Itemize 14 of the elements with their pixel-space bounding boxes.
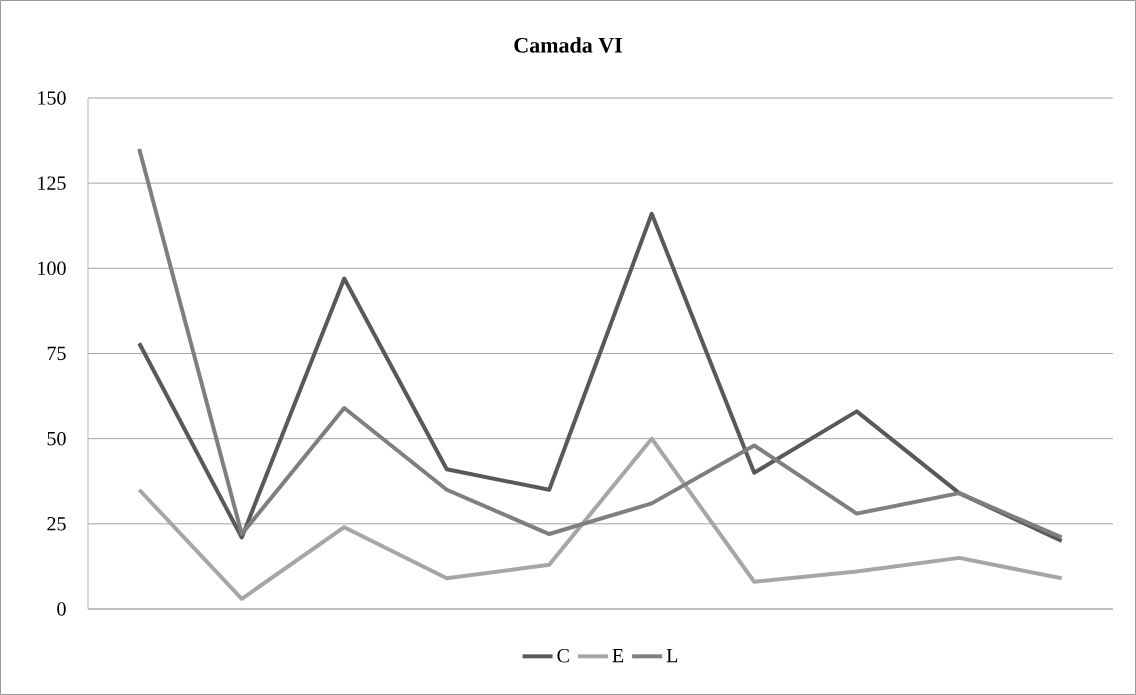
y-tick-label: 0 — [57, 602, 66, 616]
line-series — [137, 436, 1064, 601]
line-series — [137, 147, 1064, 540]
y-tick-label: 125 — [38, 176, 66, 190]
legend-label: C — [557, 648, 569, 663]
y-tick-label: 50 — [47, 431, 66, 446]
y-tick-label: 25 — [47, 517, 66, 531]
y-tick-label: 75 — [47, 346, 66, 361]
legend-label: E — [612, 649, 624, 663]
legend-label: L — [666, 649, 678, 663]
line-series — [137, 211, 1064, 543]
y-tick-label: 150 — [38, 91, 66, 105]
y-tick-label: 100 — [38, 261, 66, 276]
chart-title: Camada VI — [514, 37, 622, 53]
